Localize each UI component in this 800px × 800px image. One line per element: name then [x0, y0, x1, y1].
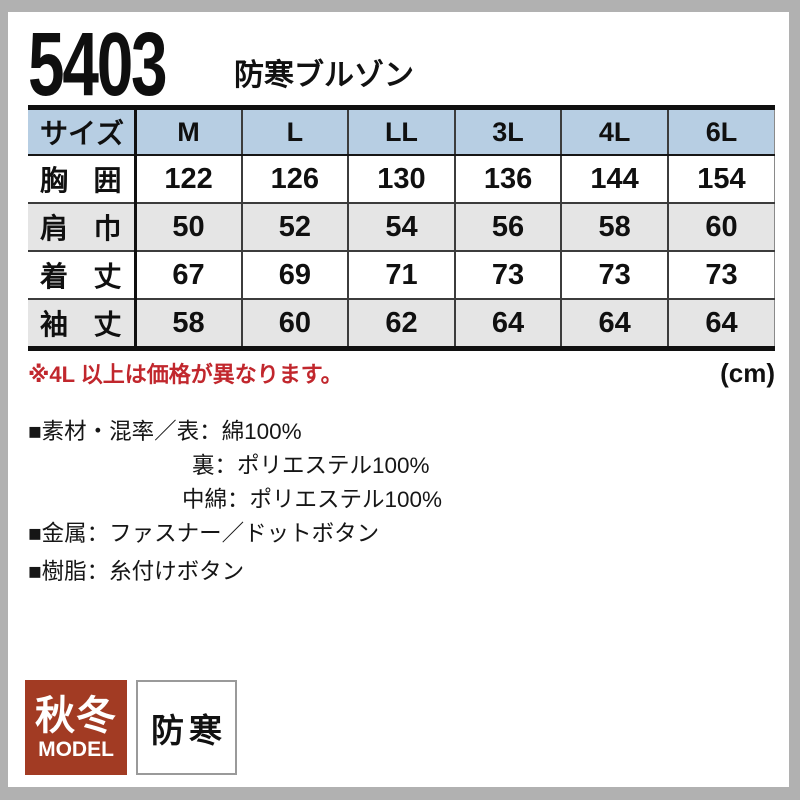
label-char: 囲: [93, 165, 122, 196]
season-badge-text: 秋冬: [35, 693, 117, 738]
header: 5403 防寒ブルゾン: [28, 15, 789, 115]
measurement-value-cell: 67: [133, 251, 242, 299]
label-char: 丈: [93, 261, 122, 292]
measurement-value-cell: 56: [453, 203, 562, 251]
size-column-header: LL: [347, 107, 455, 156]
spec-sheet-content: 5403 防寒ブルゾン サイズ M L LL 3L 4L 6L 胸囲 122 126 130 136…: [8, 12, 789, 787]
measurement-value-cell: 64: [453, 299, 562, 349]
measurement-row-label: 胸囲: [28, 155, 135, 203]
size-table: サイズ M L LL 3L 4L 6L 胸囲 122 126 130 136 144 154 肩巾 50 52…: [28, 105, 775, 351]
label-char: 胸: [40, 165, 69, 196]
label-char: 丈: [93, 309, 122, 340]
label-char: 巾: [93, 213, 122, 244]
measurement-value-cell: 136: [453, 155, 562, 203]
justified-label: 着丈: [28, 255, 134, 295]
measurement-value-cell: 64: [560, 299, 668, 349]
measurement-value-cell: 144: [560, 155, 668, 203]
measurement-value-cell: 73: [453, 251, 562, 299]
product-code: 5403: [28, 15, 168, 115]
measurement-value-cell: 50: [133, 203, 242, 251]
product-name: 防寒ブルゾン: [234, 59, 414, 92]
measurement-value-cell: 154: [666, 155, 775, 203]
specs-section: ■素材・混率／表：綿100% 裏：ポリエステル100% 中綿：ポリエステル100…: [28, 415, 789, 589]
measurement-value-cell: 64: [666, 299, 775, 349]
spec-material-padding: 中綿：ポリエステル100%: [182, 487, 443, 512]
size-table-body: 胸囲 122 126 130 136 144 154 肩巾 50 52 54 56 58 60 着丈 67 69…: [28, 155, 775, 349]
size-table-head: サイズ M L LL 3L 4L 6L: [28, 107, 775, 156]
note-row: ※4L 以上は価格が異なります。 (cm): [28, 357, 775, 389]
measurement-value-cell: 130: [347, 155, 455, 203]
measurement-value-cell: 58: [133, 299, 242, 349]
feature-badge-text: 防寒: [151, 711, 227, 749]
size-table-row: 肩巾 50 52 54 56 58 60: [28, 203, 775, 251]
feature-badge: 防寒: [136, 680, 237, 775]
size-column-header: L: [240, 107, 349, 156]
justified-label: 袖丈: [28, 303, 134, 343]
measurement-row-label: 袖丈: [28, 299, 135, 349]
measurement-row-label: 着丈: [28, 251, 135, 299]
justified-label: 肩巾: [28, 207, 134, 247]
size-column-header: M: [133, 107, 242, 156]
unit-label: (cm): [720, 357, 775, 388]
justified-label: 胸囲: [28, 159, 134, 199]
measurement-value-cell: 126: [240, 155, 349, 203]
measurement-row-label: 肩巾: [28, 203, 135, 251]
size-table-corner-cell: サイズ: [28, 107, 135, 156]
spec-material-lining: 裏：ポリエステル100%: [192, 453, 430, 478]
season-badge-subtext: MODEL: [38, 737, 114, 761]
size-table-row: 着丈 67 69 71 73 73 73: [28, 251, 775, 299]
measurement-value-cell: 71: [347, 251, 455, 299]
size-table-header-row: サイズ M L LL 3L 4L 6L: [28, 107, 775, 156]
label-char: 着: [40, 261, 69, 292]
measurement-value-cell: 52: [240, 203, 349, 251]
size-column-header: 6L: [666, 107, 775, 156]
measurement-value-cell: 60: [240, 299, 349, 349]
measurement-value-cell: 69: [240, 251, 349, 299]
size-column-header: 3L: [453, 107, 562, 156]
label-char: サ: [40, 118, 69, 149]
spec-material-outer: ■素材・混率／表：綿100%: [28, 419, 302, 444]
size-table-row: 胸囲 122 126 130 136 144 154: [28, 155, 775, 203]
measurement-value-cell: 73: [666, 251, 775, 299]
measurement-value-cell: 122: [133, 155, 242, 203]
label-char: 袖: [40, 309, 69, 340]
measurement-value-cell: 58: [560, 203, 668, 251]
measurement-value-cell: 73: [560, 251, 668, 299]
size-column-header: 4L: [560, 107, 668, 156]
size-table-row: 袖丈 58 60 62 64 64 64: [28, 299, 775, 349]
badge-row: 秋冬 MODEL 防寒: [25, 680, 237, 775]
justified-label: サイズ: [28, 112, 134, 152]
label-char: イ: [68, 118, 97, 149]
spec-resin: ■樹脂：糸付けボタン: [28, 559, 245, 584]
price-note: ※4L 以上は価格が異なります。: [28, 362, 343, 387]
measurement-value-cell: 60: [666, 203, 775, 251]
season-badge: 秋冬 MODEL: [25, 680, 127, 775]
label-char: 肩: [40, 213, 69, 244]
spec-metal: ■金属：ファスナー／ドットボタン: [28, 521, 380, 546]
label-char: ズ: [96, 118, 125, 149]
measurement-value-cell: 62: [347, 299, 455, 349]
measurement-value-cell: 54: [347, 203, 455, 251]
